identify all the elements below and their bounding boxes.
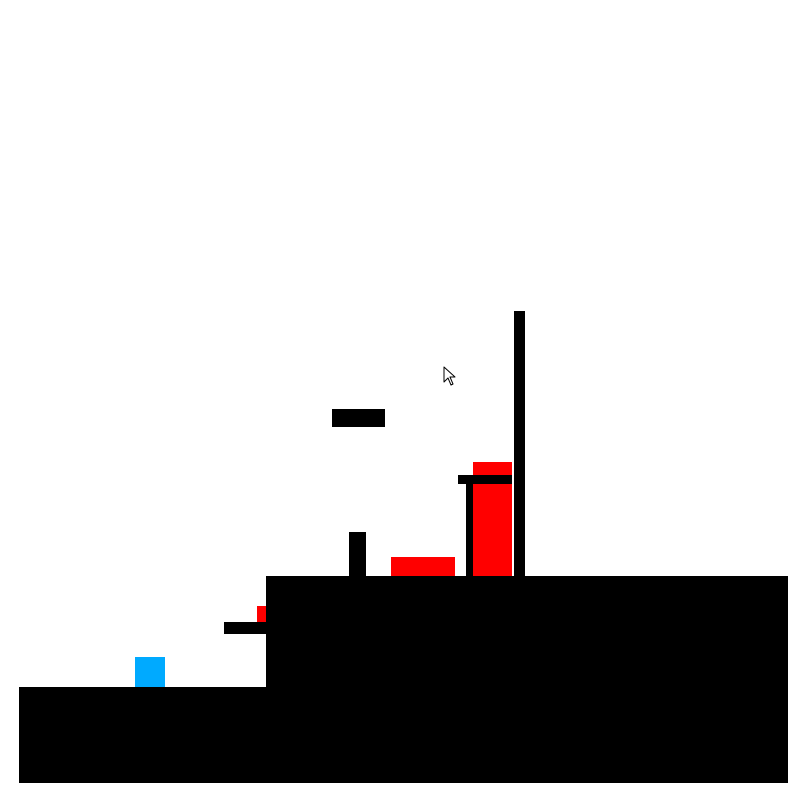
- floating-platform: [332, 409, 385, 427]
- thin-post: [466, 476, 473, 576]
- crossbar-platform: [458, 475, 512, 484]
- mouse-pointer-arrow-icon: [443, 366, 456, 386]
- hazard-flat-block: [391, 557, 455, 576]
- hazard-small-block: [257, 606, 266, 622]
- player-block[interactable]: [135, 657, 165, 687]
- short-pillar: [349, 532, 366, 576]
- ground-raised-right: [266, 576, 788, 783]
- tall-pole: [514, 311, 525, 576]
- ledge-platform-left: [224, 622, 266, 634]
- ground-lower-left: [19, 687, 266, 783]
